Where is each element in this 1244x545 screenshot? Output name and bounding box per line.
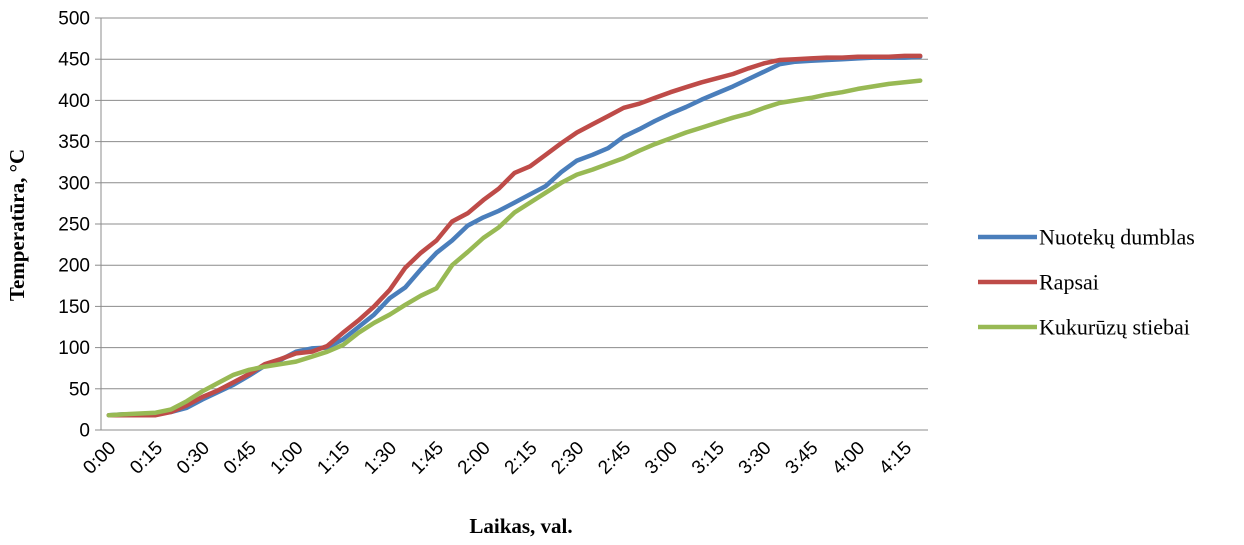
x-tick-label: 4:15: [875, 438, 916, 479]
y-tick-label: 0: [79, 421, 90, 442]
x-tick-label: 0:45: [220, 438, 261, 479]
y-axis-ticks: 0 50 100 150 200 250 300 350 400 450 500: [58, 9, 101, 442]
y-tick-label: 200: [58, 256, 90, 277]
y-tick-label: 350: [58, 132, 90, 153]
x-tick-label: 3:15: [688, 438, 729, 479]
y-tick-label: 150: [58, 297, 90, 318]
x-tick-label: 2:30: [547, 438, 588, 479]
x-axis-ticks: 0:00 0:15 0:30 0:45 1:00 1:15 1:30 1:45 2:00 2:15…: [79, 438, 916, 479]
y-tick-label: 400: [58, 91, 90, 112]
y-tick-label: 100: [58, 338, 90, 359]
x-tick-label: 3:45: [782, 438, 823, 479]
x-tick-label: 3:00: [641, 438, 682, 479]
gridlines: [100, 17, 928, 431]
x-axis-title: Laikas, val.: [469, 514, 572, 538]
series-lines: [106, 53, 923, 418]
x-tick-label: 1:15: [313, 438, 354, 479]
legend-label: Rapsai: [1039, 270, 1099, 295]
x-tick-label: 1:00: [267, 438, 308, 479]
x-tick-label: 1:45: [407, 438, 448, 479]
x-tick-label: 2:15: [501, 438, 542, 479]
y-tick-label: 500: [58, 9, 90, 30]
series-line-1: [106, 54, 923, 418]
series-line-2: [106, 53, 923, 418]
legend-label: Nuotekų dumblas: [1039, 225, 1195, 250]
x-tick-label: 4:00: [828, 438, 869, 479]
x-tick-label: 2:00: [454, 438, 495, 479]
y-tick-label: 450: [58, 50, 90, 71]
x-tick-label: 2:45: [594, 438, 635, 479]
legend-label: Kukurūzų stiebai: [1039, 315, 1190, 340]
y-tick-label: 250: [58, 215, 90, 236]
x-tick-label: 3:30: [735, 438, 776, 479]
y-tick-label: 300: [58, 173, 90, 194]
x-tick-label: 0:15: [126, 438, 167, 479]
y-axis-title: Temperatūra, °C: [5, 149, 29, 301]
series-line-3: [106, 78, 923, 418]
x-tick-label: 0:00: [79, 438, 120, 479]
x-tick-label: 0:30: [173, 438, 214, 479]
x-tick-label: 1:30: [360, 438, 401, 479]
legend: Nuotekų dumblas Rapsai Kukurūzų stiebai: [978, 225, 1195, 340]
y-tick-label: 50: [69, 379, 90, 400]
